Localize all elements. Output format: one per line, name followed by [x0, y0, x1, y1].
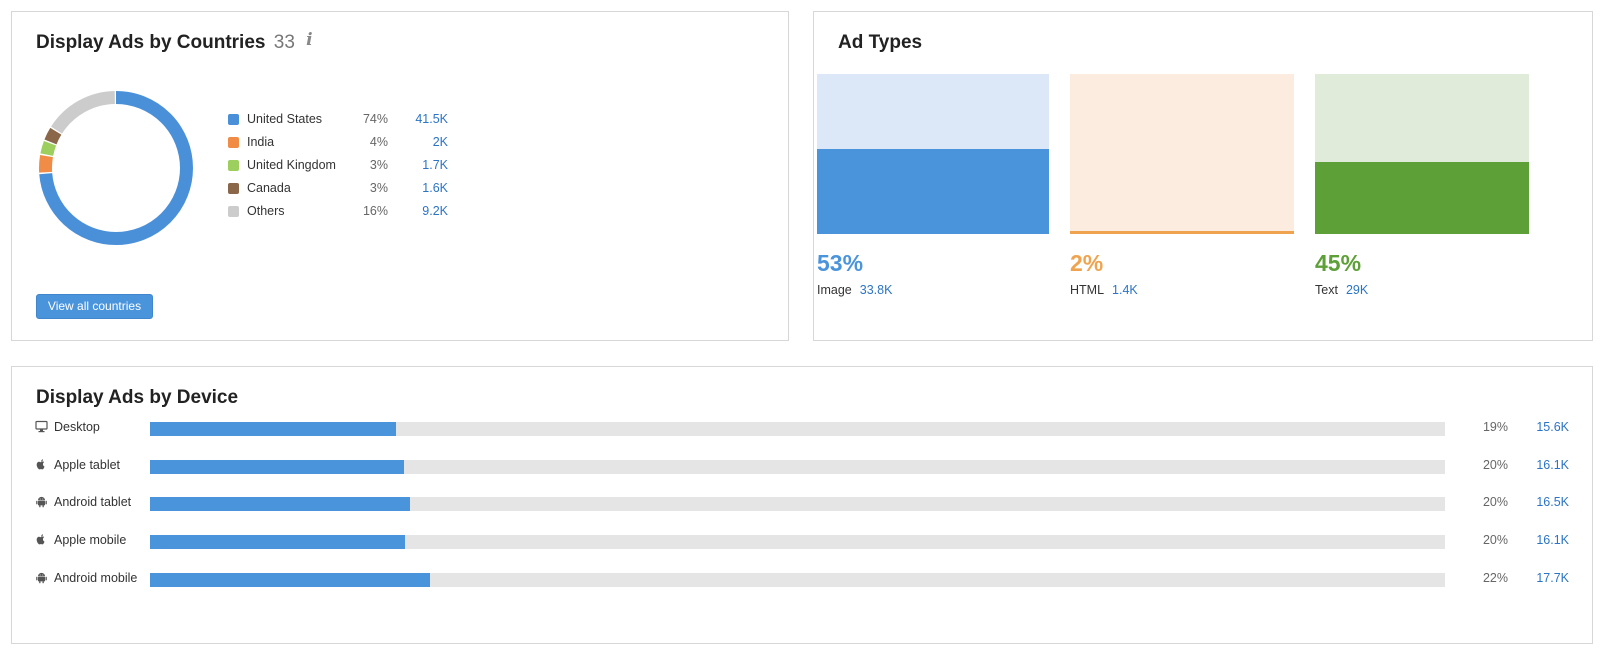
legend-value-link[interactable]: 2K [432, 135, 448, 149]
device-bar-fill [150, 460, 404, 474]
legend-item[interactable]: United States 74% 41.5K [228, 110, 448, 130]
device-value-link[interactable]: 17.7K [1536, 571, 1569, 585]
legend-label: United States [247, 112, 323, 126]
device-row: Android tablet 20% 16.5K [12, 494, 1592, 514]
device-title: Display Ads by Device [36, 387, 239, 408]
device-bar-fill [150, 535, 406, 549]
device-bar-track [150, 573, 1445, 587]
device-label: Desktop [54, 420, 100, 434]
device-label: Android mobile [54, 571, 138, 585]
device-bar-fill [150, 422, 397, 436]
device-value-link[interactable]: 16.1K [1536, 458, 1569, 472]
device-value-link[interactable]: 16.1K [1536, 533, 1569, 547]
donut-slice-united-states[interactable] [39, 91, 193, 245]
legend-value-link[interactable]: 1.7K [422, 158, 448, 172]
device-percent: 20% [1482, 458, 1508, 472]
legend-swatch [228, 114, 239, 125]
ad-type-bar-fill [1315, 162, 1529, 234]
countries-title: Display Ads by Countries 33 i [36, 30, 313, 54]
ad-type-bar-text [1315, 74, 1529, 234]
device-value-link[interactable]: 16.5K [1536, 495, 1569, 509]
device-row: Apple mobile 20% 16.1K [12, 532, 1592, 552]
countries-donut-chart [39, 91, 193, 245]
ad-type-percent: 53% [817, 250, 864, 276]
device-percent: 20% [1482, 533, 1508, 547]
desktop-icon [34, 420, 48, 434]
device-percent: 19% [1482, 420, 1508, 434]
device-bar-fill [150, 497, 411, 511]
ad-type-label-row: HTML 1.4K [1070, 283, 1138, 297]
legend-swatch [228, 137, 239, 148]
device-row: Android mobile 22% 17.7K [12, 570, 1592, 590]
ad-type-bar-background [1070, 74, 1294, 234]
ad-type-percent: 45% [1315, 250, 1362, 276]
device-row: Apple tablet 20% 16.1K [12, 457, 1592, 477]
ad-type-bar-html [1070, 74, 1294, 234]
device-label: Apple tablet [54, 458, 121, 472]
ad-type-percent: 2% [1070, 250, 1104, 276]
device-bar-track [150, 422, 1445, 436]
ad-type-label: Image [817, 283, 852, 297]
legend-percent: 4% [369, 135, 388, 149]
legend-swatch [228, 206, 239, 217]
ad-type-bar-fill [1070, 230, 1294, 234]
ad-type-value-link[interactable]: 29K [1345, 283, 1369, 297]
ad-type-label-row: Text 29K [1315, 283, 1368, 297]
legend-label: United Kingdom [247, 158, 336, 172]
legend-item[interactable]: Others 16% 9.2K [228, 202, 448, 222]
ad-type-bar-fill [817, 149, 1049, 234]
legend-percent: 3% [369, 158, 388, 172]
legend-label: India [247, 135, 275, 149]
ad-types-title: Ad Types [838, 32, 923, 53]
legend-value-link[interactable]: 9.2K [422, 204, 448, 218]
legend-percent: 16% [362, 204, 388, 218]
device-row: Desktop 19% 15.6K [12, 419, 1592, 439]
apple-icon [34, 458, 48, 472]
view-all-countries-button[interactable]: View all countries [36, 294, 153, 319]
apple-icon [34, 533, 48, 547]
legend-item[interactable]: India 4% 2K [228, 133, 448, 153]
android-icon [34, 571, 48, 585]
device-bar-track [150, 535, 1445, 549]
ad-type-label: HTML [1070, 283, 1105, 297]
ad-type-value-link[interactable]: 33.8K [859, 283, 893, 297]
ad-type-bar-image [817, 74, 1049, 234]
android-icon [34, 495, 48, 509]
legend-item[interactable]: Canada 3% 1.6K [228, 179, 448, 199]
device-percent: 22% [1482, 571, 1508, 585]
ad-type-label-row: Image 33.8K [817, 283, 892, 297]
legend-percent: 3% [369, 181, 388, 195]
device-bar-fill [150, 573, 430, 587]
device-percent: 20% [1482, 495, 1508, 509]
ad-type-value-link[interactable]: 1.4K [1112, 283, 1138, 297]
legend-value-link[interactable]: 1.6K [422, 181, 448, 195]
device-card: Display Ads by Device Desktop 19% 15.6K App… [11, 366, 1593, 644]
info-icon[interactable]: i [306, 30, 313, 50]
countries-card: Display Ads by Countries 33 i United Sta… [11, 11, 789, 341]
ad-types-card: Ad Types 53% Image 33.8K 2% HTML 1.4K 45% Text 2… [813, 11, 1593, 341]
legend-percent: 74% [362, 112, 388, 126]
device-label: Android tablet [54, 495, 132, 509]
legend-swatch [228, 160, 239, 171]
legend-item[interactable]: United Kingdom 3% 1.7K [228, 156, 448, 176]
device-bar-track [150, 460, 1445, 474]
legend-swatch [228, 183, 239, 194]
device-value-link[interactable]: 15.6K [1536, 420, 1569, 434]
legend-label: Others [247, 204, 285, 218]
device-label: Apple mobile [54, 533, 127, 547]
donut-slice-india[interactable] [39, 91, 193, 245]
countries-title-text: Display Ads by Countries [36, 32, 266, 53]
device-bar-track [150, 497, 1445, 511]
ad-type-label: Text [1315, 283, 1338, 297]
countries-count: 33 [273, 32, 295, 53]
legend-label: Canada [247, 181, 291, 195]
legend-value-link[interactable]: 41.5K [415, 112, 448, 126]
